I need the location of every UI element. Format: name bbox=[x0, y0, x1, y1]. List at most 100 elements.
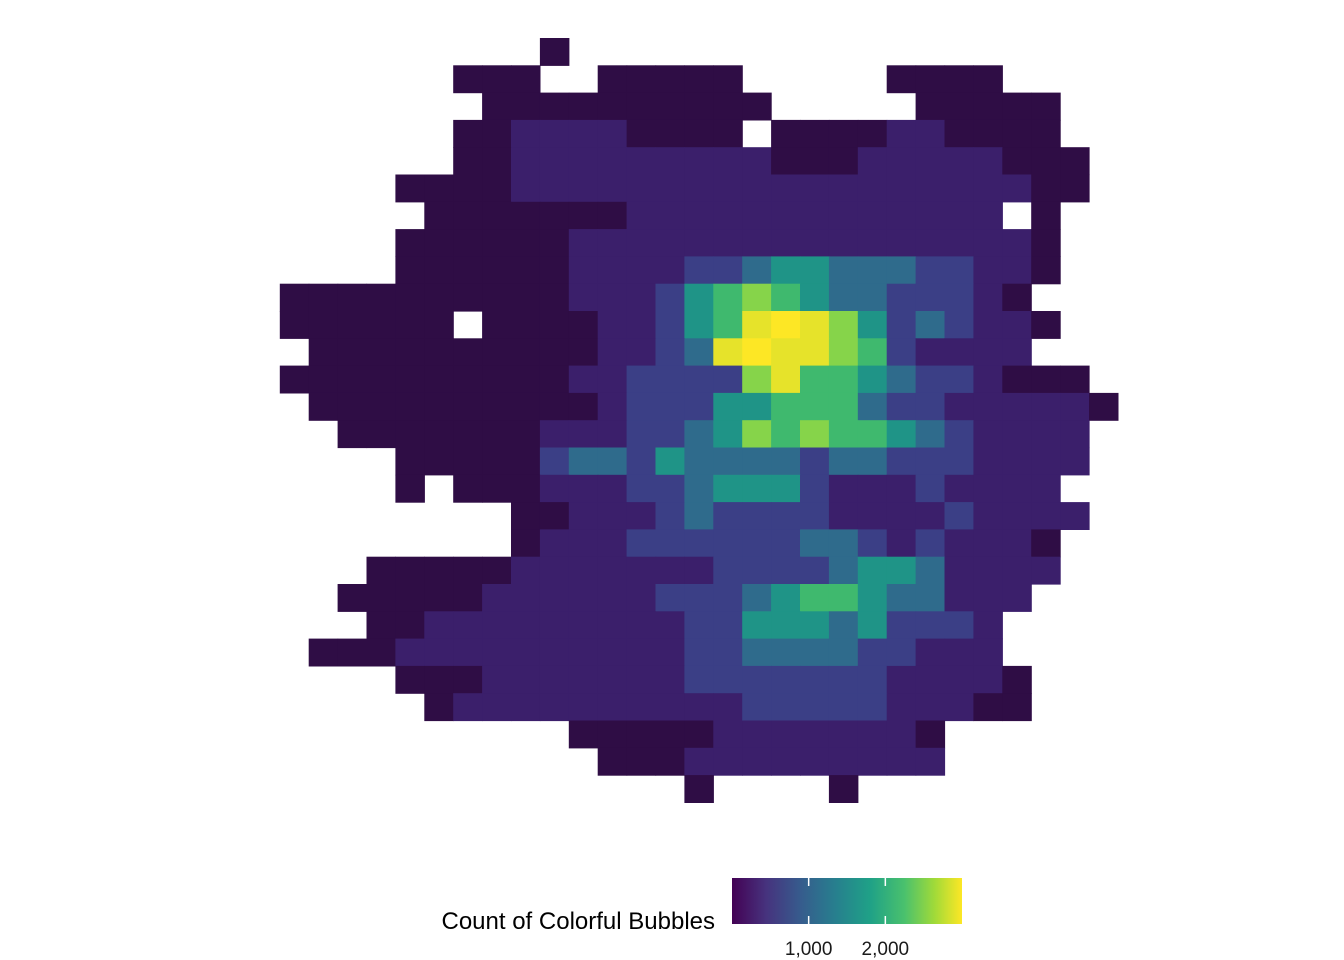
heatmap-cell bbox=[1031, 365, 1061, 394]
heatmap-cell bbox=[597, 638, 628, 667]
heatmap-cell bbox=[800, 747, 830, 776]
heatmap-cell bbox=[597, 147, 628, 176]
heatmap-cell bbox=[1089, 392, 1119, 421]
heatmap-cell bbox=[828, 665, 859, 694]
heatmap-cell bbox=[1002, 665, 1032, 694]
heatmap-cell bbox=[886, 338, 917, 367]
heatmap-cell bbox=[597, 420, 628, 449]
heatmap-cell bbox=[742, 747, 772, 776]
heatmap-cell bbox=[655, 338, 685, 367]
heatmap-cell bbox=[944, 693, 974, 722]
heatmap-cell bbox=[395, 584, 425, 612]
heatmap-cell bbox=[742, 720, 772, 749]
heatmap-cell bbox=[626, 556, 657, 585]
heatmap-cell bbox=[395, 392, 425, 421]
heatmap-cell bbox=[800, 638, 830, 667]
heatmap-cell bbox=[771, 283, 801, 312]
heatmap-cell bbox=[626, 283, 657, 312]
heatmap-cell bbox=[684, 529, 714, 558]
heatmap-cell bbox=[713, 665, 743, 694]
heatmap-cell bbox=[973, 529, 1003, 558]
heatmap-cell bbox=[539, 365, 570, 394]
heatmap-cell bbox=[742, 256, 772, 285]
heatmap-cell bbox=[684, 447, 714, 476]
heatmap-cell bbox=[886, 502, 917, 530]
heatmap-cell bbox=[424, 365, 454, 394]
heatmap-cell bbox=[713, 201, 743, 230]
heatmap-cell bbox=[597, 256, 628, 285]
heatmap-cell bbox=[944, 392, 974, 421]
heatmap-cell bbox=[395, 174, 425, 203]
heatmap-cell bbox=[424, 611, 454, 640]
heatmap-cell bbox=[944, 365, 974, 394]
heatmap-cell bbox=[655, 529, 685, 558]
heatmap-cell bbox=[973, 174, 1003, 203]
heatmap-cell bbox=[742, 338, 772, 367]
heatmap-cell bbox=[915, 556, 946, 585]
heatmap-cell bbox=[915, 584, 946, 612]
heatmap-cell bbox=[800, 174, 830, 203]
heatmap-cell bbox=[800, 502, 830, 530]
heatmap-cell bbox=[915, 365, 946, 394]
heatmap-cell bbox=[568, 420, 599, 449]
heatmap-cell bbox=[944, 420, 974, 449]
heatmap-cell bbox=[511, 529, 541, 558]
heatmap-cell bbox=[684, 775, 714, 803]
heatmap-cell bbox=[944, 502, 974, 530]
heatmap-cell bbox=[828, 474, 859, 503]
heatmap-cell bbox=[800, 556, 830, 585]
heatmap-cell bbox=[453, 638, 483, 667]
heatmap-cell bbox=[453, 229, 483, 257]
heatmap-cell bbox=[424, 311, 454, 339]
heatmap-cell bbox=[684, 365, 714, 394]
heatmap-cell bbox=[424, 283, 454, 312]
heatmap-cell bbox=[828, 693, 859, 722]
heatmap-cell bbox=[857, 201, 888, 230]
heatmap-cell bbox=[800, 311, 830, 339]
heatmap-cell bbox=[771, 338, 801, 367]
heatmap-cell bbox=[857, 256, 888, 285]
heatmap-cell bbox=[973, 392, 1003, 421]
heatmap-cell bbox=[482, 147, 512, 176]
heatmap-cell bbox=[742, 147, 772, 176]
heatmap-cell bbox=[886, 720, 917, 749]
heatmap-cell bbox=[395, 665, 425, 694]
heatmap-cell bbox=[539, 201, 570, 230]
heatmap-cell bbox=[742, 665, 772, 694]
heatmap-cell bbox=[1002, 556, 1032, 585]
heatmap-cell bbox=[915, 502, 946, 530]
heatmap-cell bbox=[626, 229, 657, 257]
heatmap-cell bbox=[684, 92, 714, 121]
heatmap-cell bbox=[886, 447, 917, 476]
heatmap-cell bbox=[771, 474, 801, 503]
heatmap-cell bbox=[655, 693, 685, 722]
heatmap-cell bbox=[713, 229, 743, 257]
heatmap-cell bbox=[337, 283, 368, 312]
heatmap-cell bbox=[424, 174, 454, 203]
heatmap-cell bbox=[453, 365, 483, 394]
heatmap-cell bbox=[973, 447, 1003, 476]
heatmap-cell bbox=[597, 338, 628, 367]
heatmap-cell bbox=[973, 338, 1003, 367]
heatmap-cell bbox=[857, 502, 888, 530]
heatmap-cell bbox=[568, 638, 599, 667]
heatmap-cell bbox=[713, 502, 743, 530]
heatmap-cell bbox=[828, 201, 859, 230]
heatmap-cell bbox=[597, 201, 628, 230]
heatmap-cell bbox=[973, 365, 1003, 394]
heatmap-cell bbox=[886, 201, 917, 230]
heatmap-cell bbox=[655, 638, 685, 667]
heatmap-cell bbox=[828, 174, 859, 203]
heatmap-cell bbox=[1031, 229, 1061, 257]
heatmap-cell bbox=[713, 747, 743, 776]
heatmap-cell bbox=[915, 201, 946, 230]
heatmap-cell bbox=[713, 474, 743, 503]
heatmap-cell bbox=[597, 747, 628, 776]
heatmap-cell bbox=[713, 365, 743, 394]
heatmap-cell bbox=[713, 584, 743, 612]
heatmap-cell bbox=[1060, 447, 1090, 476]
heatmap-cell bbox=[1031, 256, 1061, 285]
heatmap-cell bbox=[511, 229, 541, 257]
heatmap-cell bbox=[800, 529, 830, 558]
heatmap-cell bbox=[944, 256, 974, 285]
